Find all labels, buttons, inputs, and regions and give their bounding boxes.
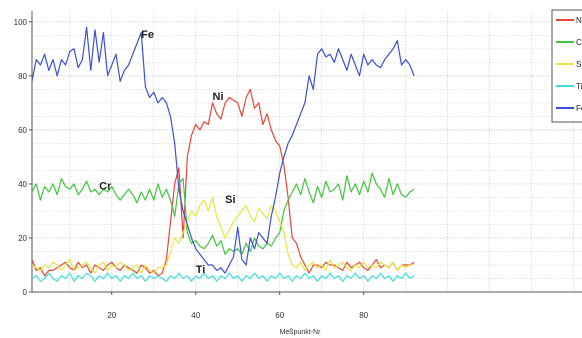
annotation-ni: Ni [213,91,224,103]
legend-box [551,9,582,123]
series-lines [32,26,415,282]
y-tick-label: 80 [18,72,27,81]
annotations: Fe Ni Cr Si Ti [99,29,235,276]
legend-label-cr: Cr [576,38,582,47]
grid [32,11,582,292]
x-tick-label: 40 [191,311,200,320]
legend-label-ti: Ti [576,82,582,91]
annotation-cr: Cr [99,180,112,192]
legend-label-ni: Ni [576,16,582,25]
annotation-fe: Fe [141,29,154,41]
x-tick-label: 80 [359,311,368,320]
y-tick-label: 60 [18,126,27,135]
annotation-ti: Ti [196,264,206,276]
x-tick-label: 20 [107,311,116,320]
y-tick-label: 100 [14,18,28,27]
legend: Ni Cr Si Ti Fe [551,9,582,123]
axes: 0 20 40 60 80 100 20 40 60 80 [14,11,582,320]
series-line-si [32,196,415,274]
legend-label-si: Si [576,60,582,69]
x-axis-label: Meßpunkt-Nr [280,329,322,336]
y-tick-label: 20 [18,234,27,243]
y-tick-label: 0 [23,288,28,297]
series-line-ni [32,88,415,277]
series-line-ti [32,272,415,282]
legend-label-fe: Fe [576,104,582,113]
series-line-fe [32,26,415,274]
annotation-si: Si [225,194,235,206]
series-line-cr [32,172,415,255]
y-tick-label: 40 [18,180,27,189]
x-tick-label: 60 [275,311,284,320]
